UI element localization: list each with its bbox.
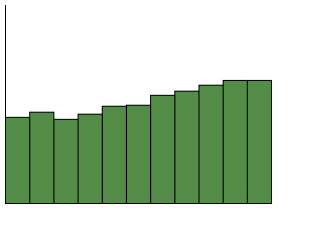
- bar: [101, 105, 127, 204]
- bar: [222, 79, 248, 204]
- bar: [198, 84, 224, 204]
- bar: [150, 94, 176, 204]
- bar: [5, 116, 31, 204]
- bar: [246, 79, 272, 204]
- bar: [174, 90, 200, 204]
- bar: [125, 104, 152, 204]
- bar: [77, 113, 103, 204]
- page: (() => { const data = JSON.parse(documen…: [5, 5, 272, 204]
- chart: [5, 5, 272, 204]
- bar: [29, 111, 55, 204]
- bar: [53, 118, 79, 204]
